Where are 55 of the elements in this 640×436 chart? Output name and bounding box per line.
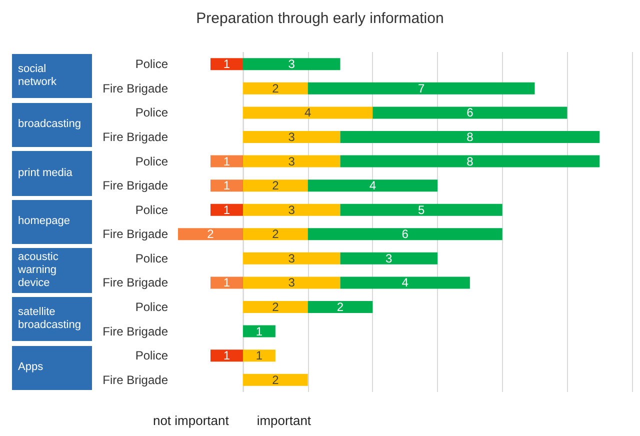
text: print media — [12, 151, 92, 196]
data-label: 1 — [223, 202, 230, 217]
data-label: 8 — [466, 154, 474, 168]
data-label: 4 — [369, 178, 376, 193]
text: important — [256, 413, 312, 428]
text: acoustic warning device — [12, 248, 92, 293]
data-label: 2 — [272, 227, 279, 242]
data-label: 2 — [272, 300, 279, 314]
data-label: 3 — [385, 251, 392, 266]
data-label: 3 — [288, 130, 296, 144]
y-tick-label: Police — [135, 300, 168, 314]
data-label: 5 — [418, 202, 425, 217]
y-tick-label: Fire Brigade — [102, 227, 168, 242]
data-label: 4 — [402, 276, 409, 290]
y-tick-label: Fire Brigade — [102, 276, 168, 290]
y-tick-label: Police — [135, 106, 168, 120]
data-label: 1 — [223, 348, 230, 363]
text: social network — [12, 54, 92, 98]
data-label: 2 — [336, 300, 344, 314]
data-label: 4 — [304, 106, 312, 120]
data-label: 6 — [466, 106, 474, 120]
data-label: 1 — [223, 178, 230, 193]
data-label: 3 — [288, 202, 296, 217]
data-label: 1 — [256, 348, 263, 363]
data-label: 8 — [466, 130, 474, 144]
text: Preparation through early information — [195, 10, 445, 27]
data-label: 3 — [288, 154, 296, 168]
text: Apps — [12, 346, 92, 390]
text: homepage — [12, 200, 92, 244]
y-tick-label: Police — [135, 251, 168, 266]
y-tick-label: Police — [135, 57, 168, 72]
data-label: 1 — [223, 154, 230, 168]
data-label: 1 — [256, 324, 263, 338]
y-tick-label: Fire Brigade — [102, 178, 168, 193]
y-tick-label: Fire Brigade — [102, 81, 168, 96]
text: satellite broadcasting — [12, 297, 92, 342]
data-label: 3 — [288, 251, 296, 266]
data-label: 1 — [223, 276, 230, 290]
data-label: 3 — [288, 276, 296, 290]
y-tick-label: Police — [135, 154, 168, 168]
y-tick-label: Police — [135, 202, 168, 217]
data-label: 2 — [272, 81, 279, 96]
data-label: 1 — [223, 57, 230, 72]
data-label: 2 — [272, 178, 279, 193]
y-tick-label: Police — [135, 348, 168, 363]
text: broadcasting — [12, 102, 92, 147]
y-tick-label: Fire Brigade — [102, 130, 168, 144]
text: not important — [152, 413, 229, 428]
y-tick-label: Fire Brigade — [102, 324, 168, 338]
y-tick-label: Fire Brigade — [102, 372, 168, 387]
data-label: 2 — [272, 372, 279, 387]
data-label: 7 — [418, 81, 425, 96]
data-label: 2 — [207, 227, 214, 242]
data-label: 3 — [288, 57, 296, 72]
data-label: 6 — [402, 227, 409, 242]
